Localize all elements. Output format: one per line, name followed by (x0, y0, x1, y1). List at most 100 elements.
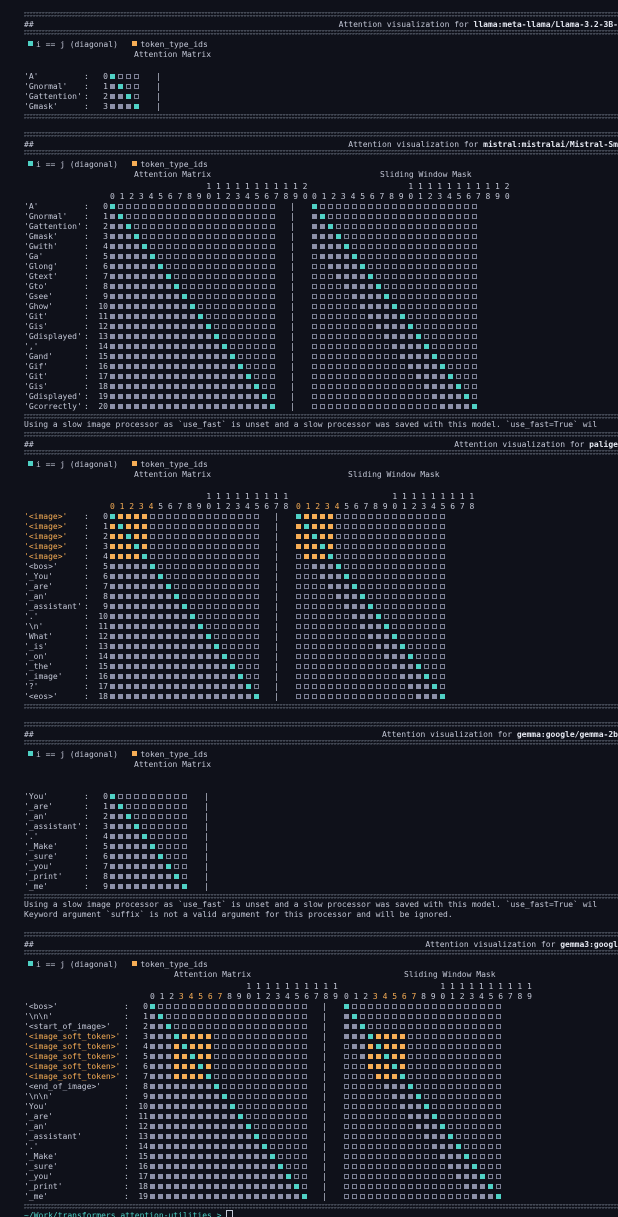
row-index: 3 (103, 232, 108, 241)
attention-cell (222, 264, 227, 269)
sliding-window-cell (408, 1074, 413, 1079)
attention-cell (254, 1144, 259, 1149)
sliding-window-cell (368, 294, 373, 299)
sliding-window-cell (352, 284, 357, 289)
attention-cell (158, 694, 163, 699)
sliding-window-cell (432, 514, 437, 519)
attention-cell (254, 634, 259, 639)
sliding-window-cell (352, 1174, 357, 1179)
sliding-window-cell (336, 264, 341, 269)
attention-cell (262, 1104, 267, 1109)
row-colon: : (84, 332, 89, 341)
attention-cell (174, 1164, 179, 1169)
attention-cell (254, 384, 259, 389)
section-hash: ## (24, 140, 34, 149)
attention-cell (118, 584, 123, 589)
attention-cell (150, 834, 155, 839)
sliding-window-cell (432, 254, 437, 259)
sliding-window-cell (424, 514, 429, 519)
sliding-window-cell (464, 1034, 469, 1039)
attention-cell (254, 1114, 259, 1119)
token-label: '_sure' (24, 852, 58, 861)
attention-cell (238, 1104, 243, 1109)
sliding-window-cell (480, 1004, 485, 1009)
sliding-window-cell (424, 534, 429, 539)
attention-cell (206, 404, 211, 409)
attention-cell (254, 564, 259, 569)
attention-cell (110, 804, 115, 809)
sliding-window-cell (320, 614, 325, 619)
attention-cell (118, 824, 123, 829)
sliding-window-cell (440, 634, 445, 639)
row-colon: : (84, 562, 89, 571)
attention-cell (110, 794, 115, 799)
sliding-window-cell (400, 1174, 405, 1179)
sliding-window-cell (360, 344, 365, 349)
attention-cell (134, 604, 139, 609)
attention-cell (166, 844, 171, 849)
sliding-window-cell (416, 1104, 421, 1109)
sliding-window-cell (376, 1014, 381, 1019)
section-header: ## Attention visualization for gemma3:goo… (24, 940, 618, 950)
attention-cell (190, 1054, 195, 1059)
separator-line: ########################################… (24, 435, 618, 438)
attention-cell (254, 694, 259, 699)
attention-cell (230, 634, 235, 639)
matrix-divider: | (290, 362, 295, 371)
sliding-window-cell (392, 1054, 397, 1059)
attention-cell (302, 1164, 307, 1169)
sliding-window-cell (424, 584, 429, 589)
sliding-window-cell (448, 1164, 453, 1169)
sliding-window-cell (448, 1084, 453, 1089)
sliding-window-cell (408, 364, 413, 369)
attention-cell (278, 1004, 283, 1009)
attention-cell (262, 374, 267, 379)
attention-cell (190, 324, 195, 329)
attention-cell (142, 664, 147, 669)
attention-cell (190, 1044, 195, 1049)
attention-cell (118, 334, 123, 339)
sliding-window-cell (344, 594, 349, 599)
sliding-window-cell (392, 334, 397, 339)
sliding-window-cell (304, 534, 309, 539)
sliding-window-cell (368, 234, 373, 239)
sliding-window-cell (464, 344, 469, 349)
sliding-window-cell (400, 284, 405, 289)
sliding-window-cell (488, 1034, 493, 1039)
attention-cell (142, 384, 147, 389)
attention-cell (190, 294, 195, 299)
sliding-window-cell (408, 1094, 413, 1099)
attention-cell (254, 674, 259, 679)
row-index: 7 (143, 1072, 148, 1081)
sliding-window-cell (392, 384, 397, 389)
attention-cell (174, 1094, 179, 1099)
sliding-window-cell (408, 514, 413, 519)
attention-cell (222, 334, 227, 339)
sliding-window-cell (424, 644, 429, 649)
sliding-window-cell (464, 1164, 469, 1169)
matrix-row: 'A':0 | (24, 72, 618, 82)
sliding-window-cell (400, 624, 405, 629)
attention-matrix-caption: Attention Matrix (134, 170, 212, 179)
sliding-window-cell (376, 334, 381, 339)
attention-cell (222, 394, 227, 399)
attention-cell (238, 1084, 243, 1089)
token-type-swatch (132, 961, 138, 966)
sliding-window-cell (344, 324, 349, 329)
attention-cell (110, 344, 115, 349)
matrix-divider: | (274, 662, 279, 671)
token-label: 'Gwith' (24, 242, 58, 251)
attention-cell (134, 214, 139, 219)
attention-cell (190, 1164, 195, 1169)
sliding-window-cell (432, 294, 437, 299)
row-index: 8 (103, 592, 108, 601)
sliding-window-cell (352, 334, 357, 339)
sliding-window-cell (360, 664, 365, 669)
sliding-window-cell (368, 1114, 373, 1119)
row-index: 0 (103, 202, 108, 211)
attention-cell (302, 1084, 307, 1089)
attention-cell (150, 284, 155, 289)
attention-cell (206, 584, 211, 589)
sliding-window-cell (472, 284, 477, 289)
